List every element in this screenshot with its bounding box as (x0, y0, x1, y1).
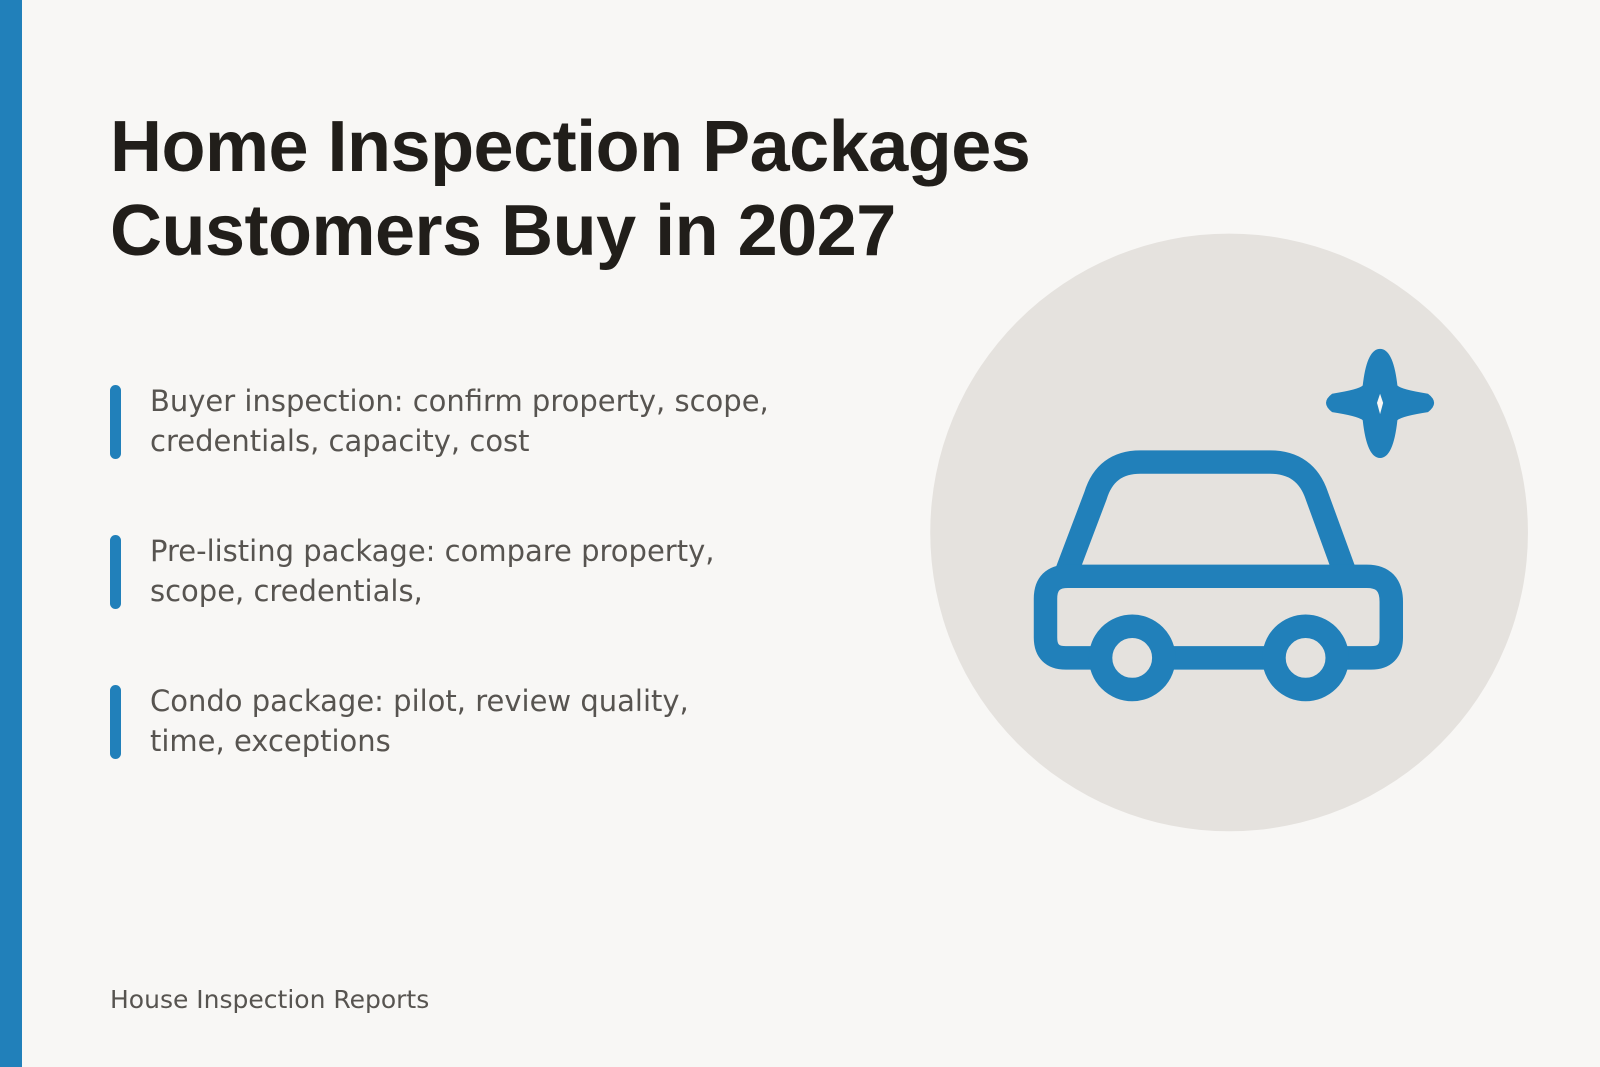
circle-backdrop (930, 233, 1528, 832)
bullet-item: Condo package: pilot, review quality, ti… (110, 681, 770, 761)
sparkle-highlight (1377, 393, 1384, 415)
car-icon (1033, 450, 1404, 702)
bullet-item: Buyer inspection: confirm property, scop… (110, 381, 770, 461)
footer: House Inspection Reports (110, 985, 430, 1014)
title: Home Inspection Packages Customers Buy i… (110, 107, 1031, 271)
side-bar (0, 0, 22, 1067)
bullet-item: Pre-listing package: compare property, s… (110, 531, 770, 611)
